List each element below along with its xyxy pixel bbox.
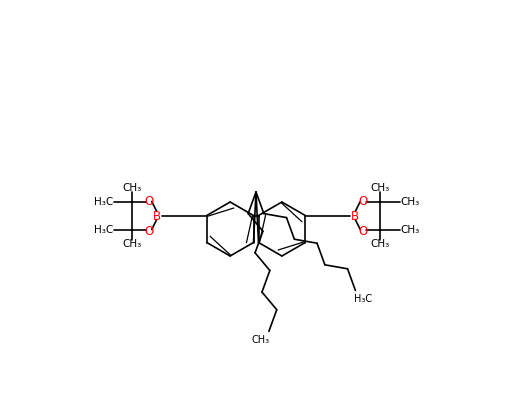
Text: B: B	[153, 209, 161, 222]
Text: CH₃: CH₃	[401, 197, 420, 207]
Text: CH₃: CH₃	[401, 225, 420, 235]
Text: H₃C: H₃C	[94, 197, 113, 207]
Text: O: O	[358, 195, 368, 207]
Text: CH₃: CH₃	[371, 183, 390, 193]
Text: H₃C: H₃C	[94, 225, 113, 235]
Text: O: O	[144, 225, 154, 237]
Text: CH₃: CH₃	[122, 183, 141, 193]
Text: B: B	[351, 209, 359, 222]
Text: CH₃: CH₃	[371, 239, 390, 249]
Text: CH₃: CH₃	[252, 335, 270, 344]
Text: CH₃: CH₃	[122, 239, 141, 249]
Text: O: O	[144, 195, 154, 207]
Text: H₃C: H₃C	[354, 294, 373, 304]
Text: O: O	[358, 225, 368, 237]
